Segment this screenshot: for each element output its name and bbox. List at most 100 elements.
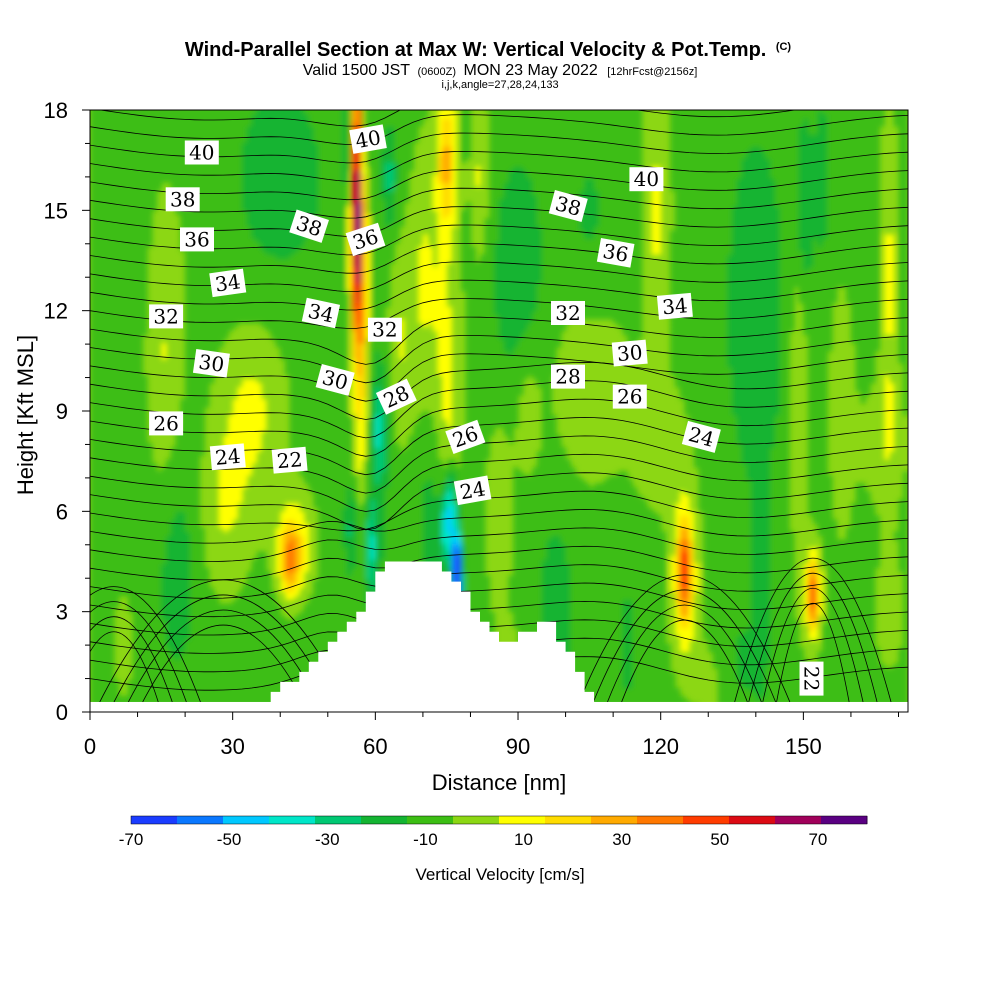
field-cell [266,202,272,207]
field-cell [227,186,234,191]
field-cell [156,110,162,115]
field-cell [132,687,139,693]
field-cell [161,627,167,633]
field-cell [185,298,191,304]
field-cell [256,575,262,581]
field-cell [175,451,181,456]
field-cell [246,146,253,151]
field-cell [161,695,167,701]
field-cell [251,587,258,593]
field-cell [142,643,148,649]
field-cell [132,114,139,119]
field-cell [256,623,262,629]
field-cell [113,142,120,147]
field-cell [137,266,143,272]
field-cell [147,563,153,569]
field-cell [251,130,258,135]
field-cell [123,206,129,211]
field-cell [256,130,262,135]
field-cell [194,675,200,681]
field-cell [189,655,196,661]
field-cell [118,370,124,376]
field-cell [128,427,134,432]
field-cell [199,186,205,191]
field-cell [261,687,267,693]
field-cell [237,126,243,131]
field-cell [189,519,196,524]
field-cell [199,266,205,272]
field-cell [270,647,277,653]
field-cell [123,114,129,119]
field-cell [285,647,291,653]
field-cell [194,262,200,268]
field-cell [118,487,124,492]
field-cell [166,531,172,536]
field-cell [128,370,134,376]
field-cell [137,587,143,593]
field-cell [104,595,110,601]
field-cell [223,667,229,673]
field-cell [223,495,229,500]
field-cell [237,142,243,147]
field-cell [242,679,248,685]
field-cell [246,571,253,577]
field-cell [90,262,96,268]
field-cell [151,134,158,139]
field-cell [285,166,291,171]
field-cell [104,435,110,440]
field-cell [194,635,200,641]
field-cell [175,507,181,512]
field-cell [109,110,115,115]
field-cell [242,403,248,408]
field-cell [94,370,101,376]
field-cell [175,671,181,677]
field-cell [246,242,253,247]
field-cell [142,382,148,388]
field-cell [137,563,143,569]
field-cell [113,130,120,135]
field-cell [128,451,134,456]
field-cell [199,639,205,645]
field-cell [104,511,110,516]
field-cell [109,154,115,159]
field-cell [213,250,220,256]
field-cell [189,330,196,336]
field-cell [204,322,210,328]
field-cell [227,611,234,617]
field-cell [275,611,281,617]
field-cell [90,302,96,308]
field-cell [280,639,286,645]
field-cell [156,527,162,532]
field-cell [285,202,291,207]
field-cell [142,411,148,416]
field-cell [132,302,139,308]
field-cell [232,419,239,424]
field-cell [170,479,177,484]
field-cell [185,543,191,548]
field-cell [213,346,220,352]
field-cell [109,254,115,260]
field-cell [218,130,224,135]
field-cell [180,587,186,593]
field-cell [270,619,277,625]
field-cell [280,114,286,119]
field-cell [118,427,124,432]
field-cell [223,234,229,239]
field-cell [104,667,110,673]
field-cell [213,599,220,605]
field-cell [204,695,210,701]
field-cell [261,146,267,151]
field-cell [208,695,215,701]
field-cell [270,210,277,215]
field-cell [113,310,120,316]
field-cell [208,611,215,617]
field-cell [104,687,110,693]
field-cell [237,667,243,673]
field-cell [213,302,220,308]
field-cell [170,567,177,573]
field-cell [147,170,153,175]
field-cell [166,559,172,565]
field-cell [218,479,224,484]
field-cell [104,543,110,548]
field-cell [104,655,110,661]
